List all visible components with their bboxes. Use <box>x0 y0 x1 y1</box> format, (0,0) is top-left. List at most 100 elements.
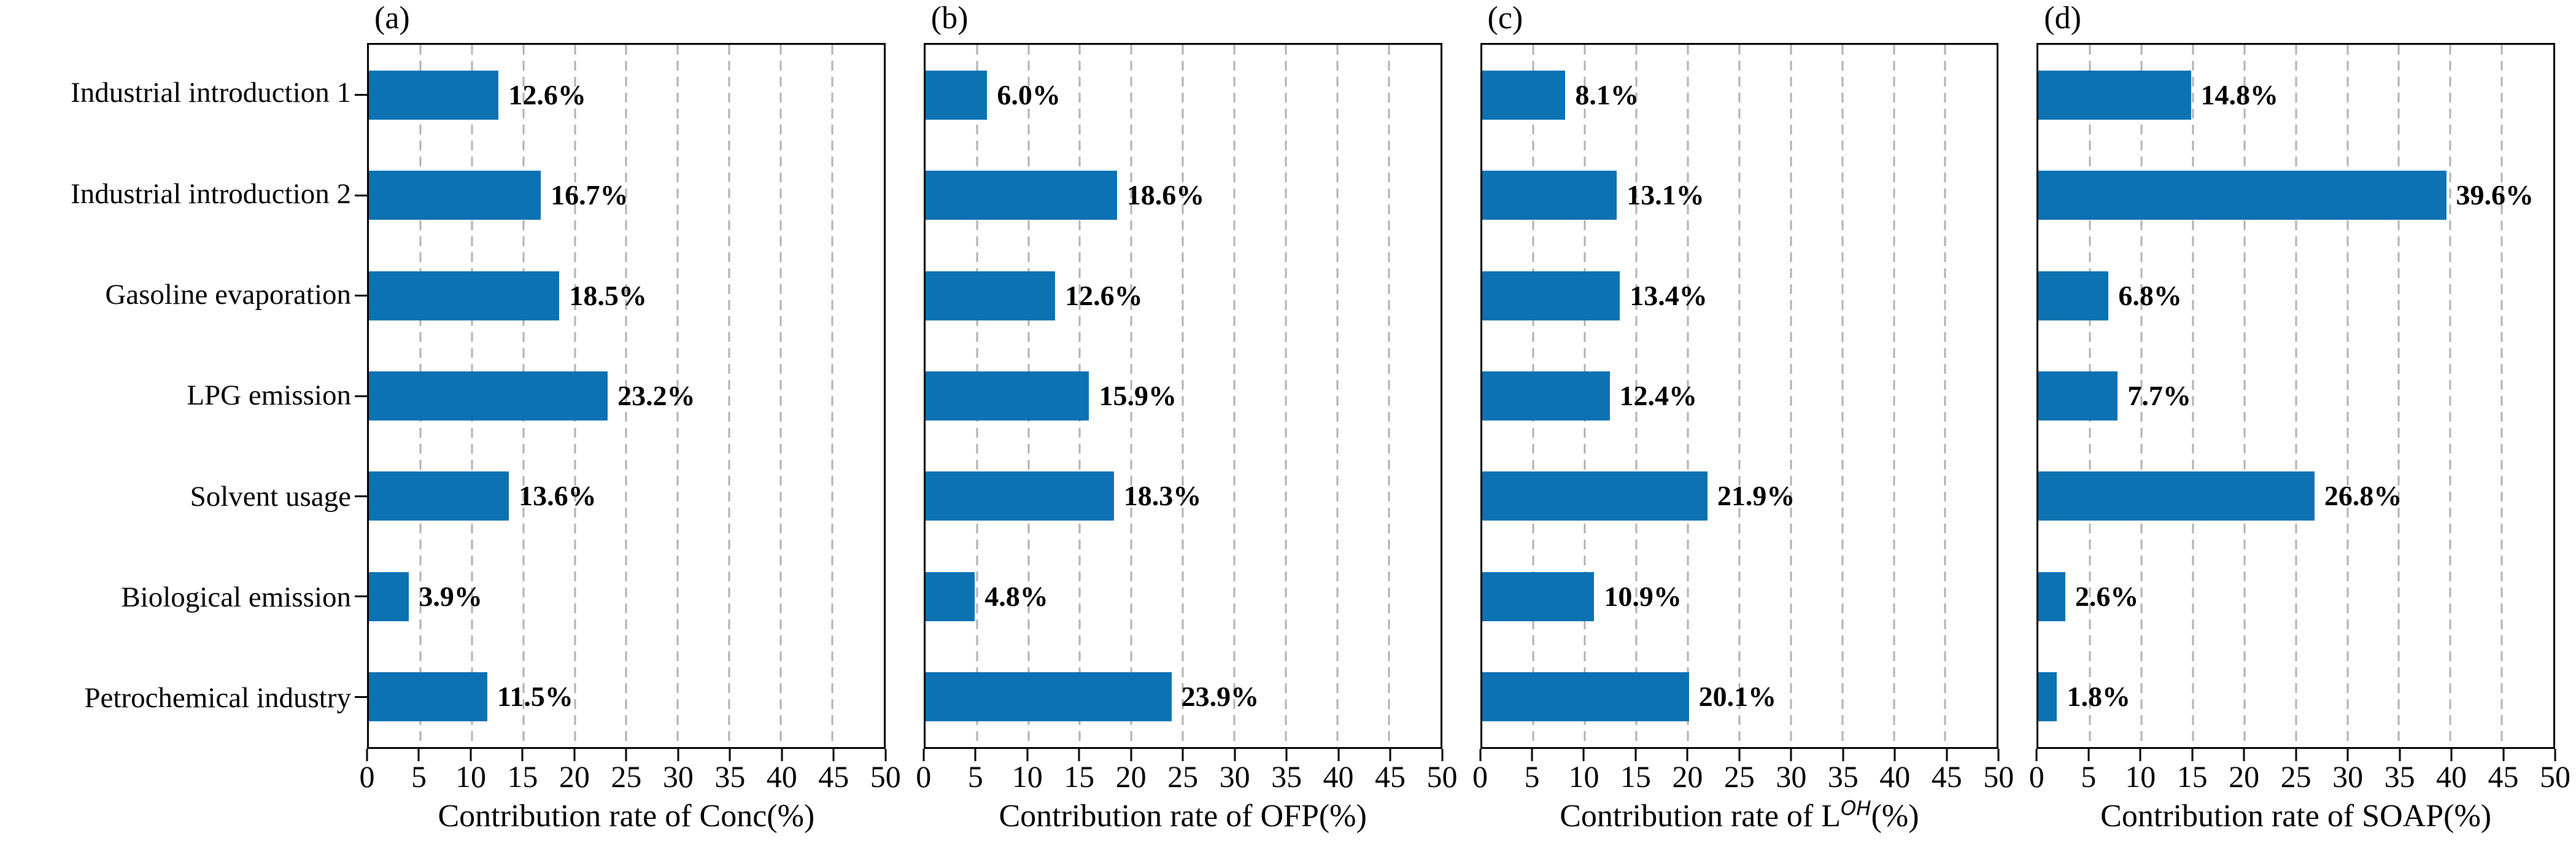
x-tick-label: 50 <box>2540 759 2570 794</box>
category-label: Industrial introduction 1 <box>71 77 351 109</box>
x-tick-mark <box>677 749 679 761</box>
x-tick-mark <box>922 749 925 761</box>
gridline <box>2397 45 2400 747</box>
gridline <box>2295 45 2297 747</box>
x-tick-mark <box>2295 749 2297 761</box>
x-tick-mark <box>729 749 731 761</box>
x-tick-mark <box>1389 749 1391 761</box>
bar-row: 6.0% <box>925 45 1441 145</box>
x-tick-mark <box>625 749 627 761</box>
x-tick-label: 30 <box>662 759 694 794</box>
x-tick-label: 45 <box>1931 759 1962 794</box>
bar-value-label: 4.8% <box>984 580 1048 612</box>
x-tick-label: 30 <box>1219 759 1250 794</box>
bar-row: 12.6% <box>925 246 1441 346</box>
bar <box>1482 471 1708 521</box>
x-tick-mark <box>2243 749 2245 761</box>
x-tick-label: 40 <box>1323 759 1354 794</box>
panel-a-plot-area: 12.6% 16.7% 18.5% 23.2% 13.6% 3.9% 11.5% <box>355 43 886 749</box>
category-labels: Industrial introduction 1 Industrial intr… <box>0 43 367 749</box>
x-tick-label: 45 <box>1375 759 1406 794</box>
x-tick-mark <box>2399 749 2401 761</box>
x-tick-mark <box>417 749 420 761</box>
x-tick-mark <box>1531 749 1533 761</box>
gridline <box>1738 45 1741 747</box>
x-tick-label: 10 <box>455 759 486 794</box>
y-tick-mark <box>355 194 367 196</box>
x-label-superscript: OH <box>1840 796 1871 820</box>
x-tick-mark <box>1997 749 2000 761</box>
x-tick-label: 25 <box>2280 759 2311 794</box>
bar-value-label: 26.8% <box>2324 480 2402 512</box>
x-tick-mark <box>1946 749 1948 761</box>
bar <box>1482 672 1689 722</box>
bar-value-label: 12.6% <box>1065 279 1143 311</box>
gridline <box>2449 45 2451 747</box>
bar-value-label: 15.9% <box>1099 379 1177 411</box>
x-label-text: (%) <box>1871 799 1919 834</box>
x-tick-label: 35 <box>1271 759 1302 794</box>
panel-b-x-axis-label: Contribution rate of OFP(%) <box>924 797 1442 841</box>
category-label: Solvent usage <box>190 480 351 513</box>
y-tick-mark <box>355 696 367 698</box>
bar-row: 14.8% <box>2038 45 2553 145</box>
bar-row: 8.1% <box>1482 45 1997 145</box>
x-tick-label: 10 <box>2125 759 2156 794</box>
x-tick-label: 40 <box>1879 759 1911 794</box>
bar-row: 10.9% <box>1482 546 1997 646</box>
bar-value-label: 12.4% <box>1619 379 1698 411</box>
gridline <box>1944 45 1946 747</box>
bar-value-label: 14.8% <box>2200 79 2279 110</box>
bar <box>369 371 608 420</box>
bar-value-label: 13.1% <box>1626 179 1704 211</box>
x-tick-mark <box>1337 749 1340 761</box>
x-tick-mark <box>1893 749 1896 761</box>
bar-row: 23.9% <box>925 647 1441 747</box>
gridline <box>2243 45 2246 747</box>
bar-row: 2.6% <box>2038 546 2553 646</box>
bar <box>925 371 1089 420</box>
x-tick-label: 35 <box>714 759 746 794</box>
gridline <box>831 45 834 747</box>
panel-c-bars: 8.1% 13.1% 13.4% 12.4% 21.9% 10.9% 20.1% <box>1482 45 1997 747</box>
x-tick-mark <box>884 749 887 761</box>
x-tick-mark <box>2346 749 2349 761</box>
x-tick-label: 25 <box>1167 759 1199 794</box>
x-tick-mark <box>2502 749 2505 761</box>
bar <box>2038 70 2191 120</box>
gridline <box>1841 45 1844 747</box>
bar-row: 13.4% <box>1482 246 1997 346</box>
x-tick-label: 30 <box>2332 759 2364 794</box>
panel-d-plot-area: 14.8% 39.6% 6.8% 7.7% 26.8% 2.6% 1.8% <box>2036 43 2555 749</box>
x-tick-mark <box>366 749 368 761</box>
x-tick-mark <box>1182 749 1184 761</box>
x-tick-label: 50 <box>1426 759 1458 794</box>
x-tick-mark <box>573 749 576 761</box>
bar-row: 6.8% <box>2038 246 2553 346</box>
bar-row: 15.9% <box>925 346 1441 446</box>
bar-value-label: 13.4% <box>1630 279 1708 311</box>
x-tick-mark <box>1738 749 1741 761</box>
x-tick-label: 35 <box>2384 759 2415 794</box>
bar-value-label: 2.6% <box>2075 580 2139 612</box>
x-label-text: Contribution rate of OFP(%) <box>999 799 1367 834</box>
gridline <box>2501 45 2503 747</box>
bar-row: 21.9% <box>1482 446 1997 546</box>
bar-row: 3.9% <box>369 546 884 646</box>
gridline <box>1790 45 1792 747</box>
x-tick-mark <box>781 749 783 761</box>
x-tick-mark <box>470 749 472 761</box>
bar-value-label: 23.9% <box>1181 681 1259 713</box>
bar <box>2038 672 2057 722</box>
x-tick-label: 0 <box>1472 759 1488 794</box>
bar-value-label: 16.7% <box>551 179 629 211</box>
bar <box>925 672 1172 722</box>
bar-row: 26.8% <box>2038 446 2553 546</box>
bar-value-label: 18.6% <box>1126 179 1205 211</box>
panel-c-x-axis: 0 5 10 15 20 25 30 35 40 45 50 <box>1472 749 2014 797</box>
bar <box>1482 371 1610 420</box>
bar-value-label: 21.9% <box>1717 480 1795 512</box>
panel-a-x-axis-label: Contribution rate of Conc(%) <box>367 797 886 841</box>
bar <box>925 271 1056 320</box>
